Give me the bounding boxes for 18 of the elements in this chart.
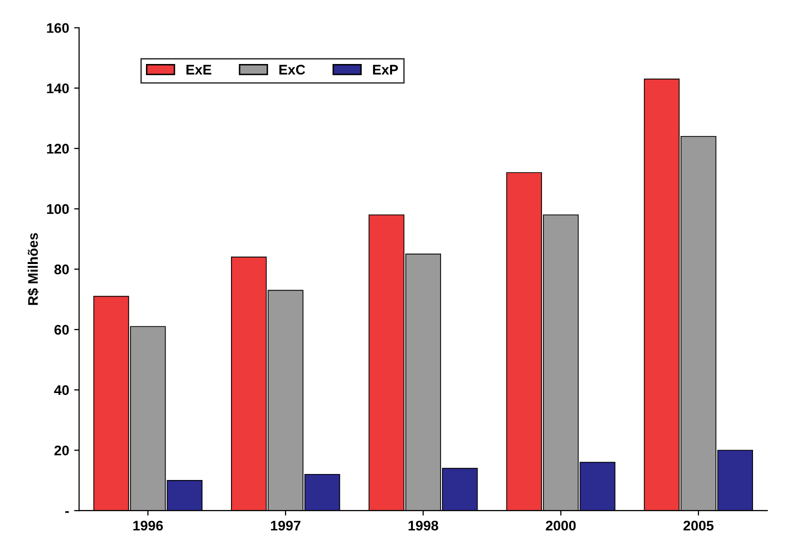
x-tick-label: 2005 — [683, 520, 714, 531]
y-tick-label: 80 — [54, 264, 69, 274]
legend-label: ExE — [186, 64, 212, 74]
y-tick-label: - — [65, 511, 69, 513]
y-axis-title: R$ Milhões — [27, 233, 39, 305]
y-tick-label: 120 — [47, 144, 69, 154]
y-tick-label: 20 — [54, 446, 69, 456]
x-tick-label: 1996 — [133, 520, 163, 531]
legend-label: ExP — [373, 64, 398, 74]
y-tick-label: 60 — [54, 324, 69, 335]
y-tick-label: 100 — [47, 204, 69, 214]
x-tick-label: 2000 — [546, 520, 576, 531]
x-tick-label: 1998 — [408, 520, 438, 531]
y-tick-label: 140 — [47, 83, 69, 94]
x-tick-label: 1997 — [270, 520, 300, 531]
y-tick-label: 40 — [54, 385, 69, 396]
y-tick-label: 160 — [47, 23, 69, 33]
legend-label: ExC — [279, 64, 306, 75]
